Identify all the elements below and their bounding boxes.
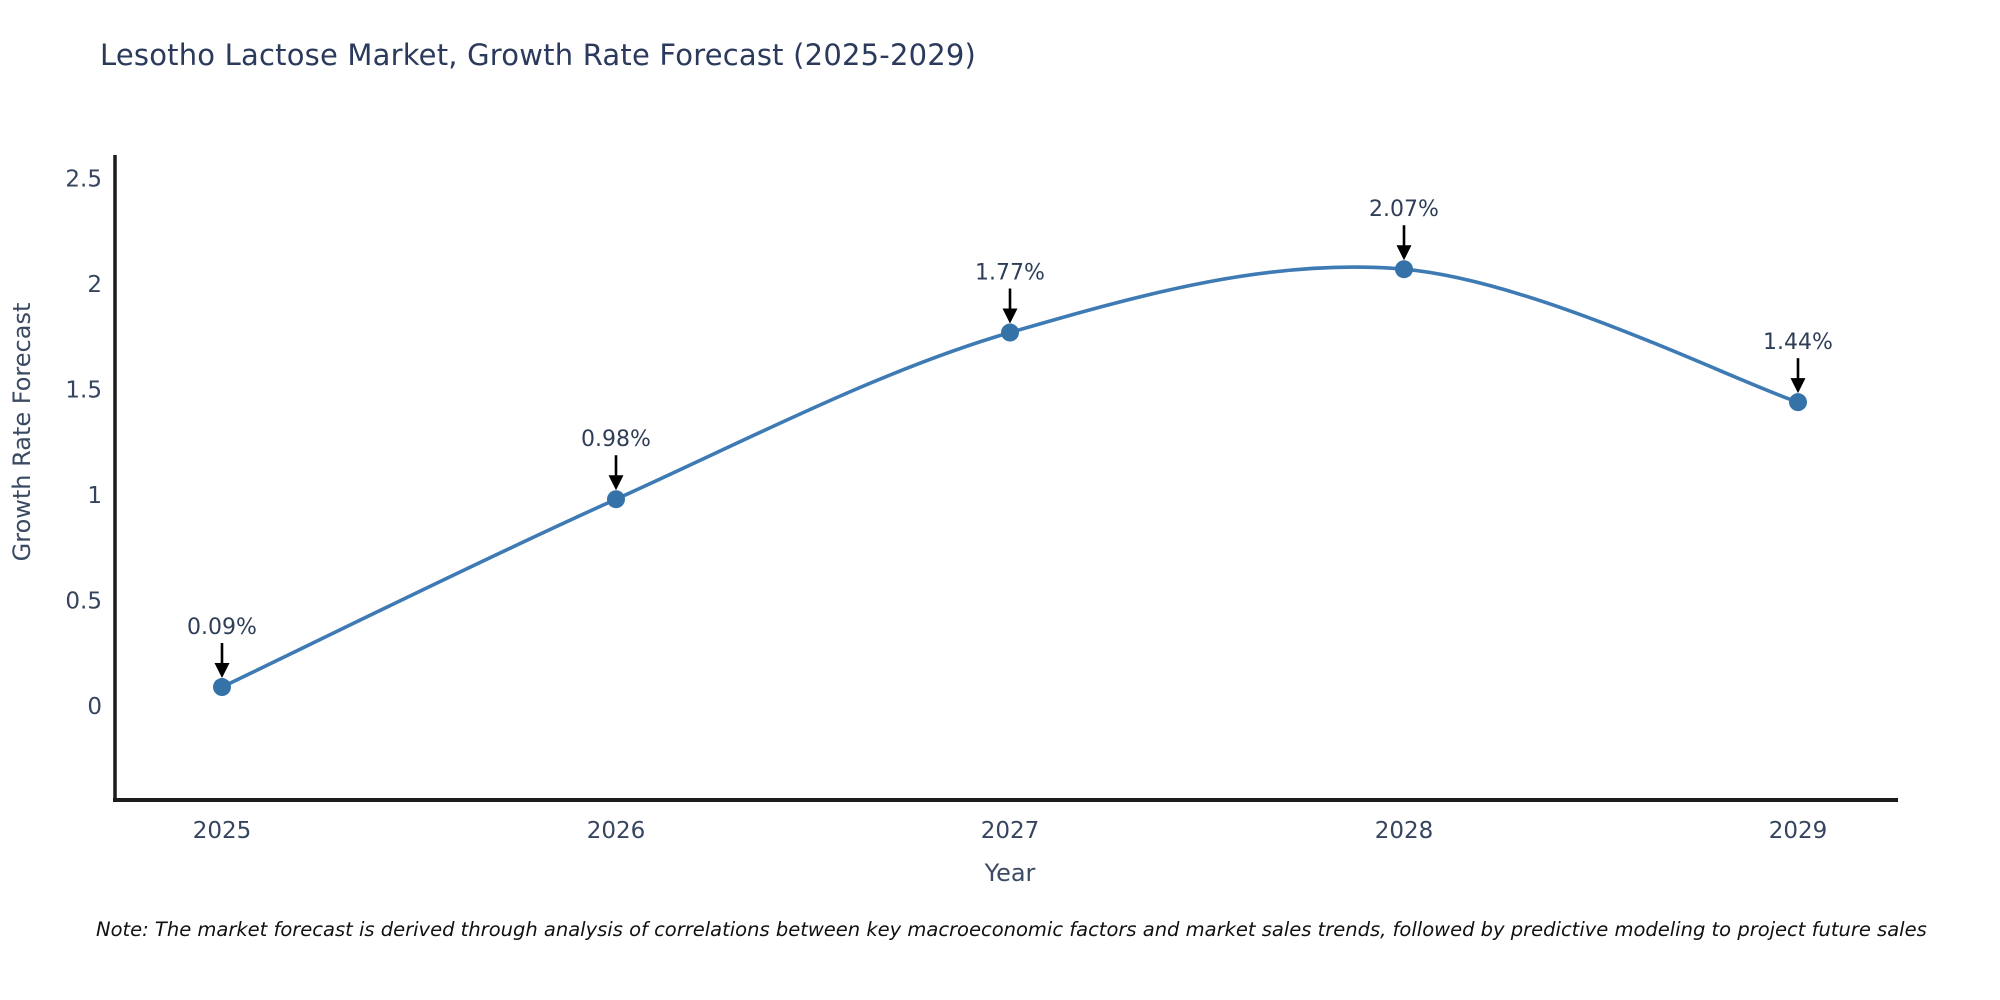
- y-tick-label: 2: [87, 272, 102, 298]
- data-point-marker: [213, 678, 231, 697]
- x-tick-label: 2025: [193, 818, 252, 844]
- annotation-arrow-head: [1396, 245, 1412, 261]
- plot-area: 0 0.5 1 1.5 2 2.5 2025 2026 2027 2028 2029 0.09% 0.9…: [65, 155, 1898, 844]
- data-point-label: 2.07%: [1369, 197, 1439, 222]
- data-point-label: 0.09%: [187, 615, 257, 640]
- annotation-arrow-head: [1790, 378, 1806, 394]
- x-axis-title: Year: [984, 859, 1036, 887]
- y-tick-label: 2.5: [65, 167, 102, 193]
- data-point-marker: [1789, 393, 1807, 412]
- data-point-marker: [1395, 260, 1413, 279]
- y-tick-label: 0.5: [65, 589, 102, 615]
- y-tick-label: 0: [87, 694, 102, 720]
- annotation-arrow-head: [608, 475, 624, 491]
- y-axis-title: Growth Rate Forecast: [8, 303, 36, 562]
- x-tick-label: 2026: [587, 818, 646, 844]
- y-tick-label: 1: [87, 483, 102, 509]
- data-point-label: 1.44%: [1763, 330, 1833, 355]
- annotation-arrow-head: [1002, 308, 1018, 324]
- data-point-marker: [1001, 323, 1019, 342]
- x-tick-label: 2028: [1375, 818, 1434, 844]
- data-point-marker: [607, 490, 625, 509]
- x-tick-label: 2029: [1769, 818, 1828, 844]
- footnote: Note: The market forecast is derived thr…: [96, 918, 1927, 941]
- x-tick-label: 2027: [981, 818, 1040, 844]
- annotation-arrow-head: [214, 663, 230, 679]
- chart-title: Lesotho Lactose Market, Growth Rate Fore…: [100, 38, 977, 72]
- data-point-label: 0.98%: [581, 427, 651, 452]
- data-point-label: 1.77%: [975, 261, 1045, 286]
- y-tick-label: 1.5: [65, 378, 102, 404]
